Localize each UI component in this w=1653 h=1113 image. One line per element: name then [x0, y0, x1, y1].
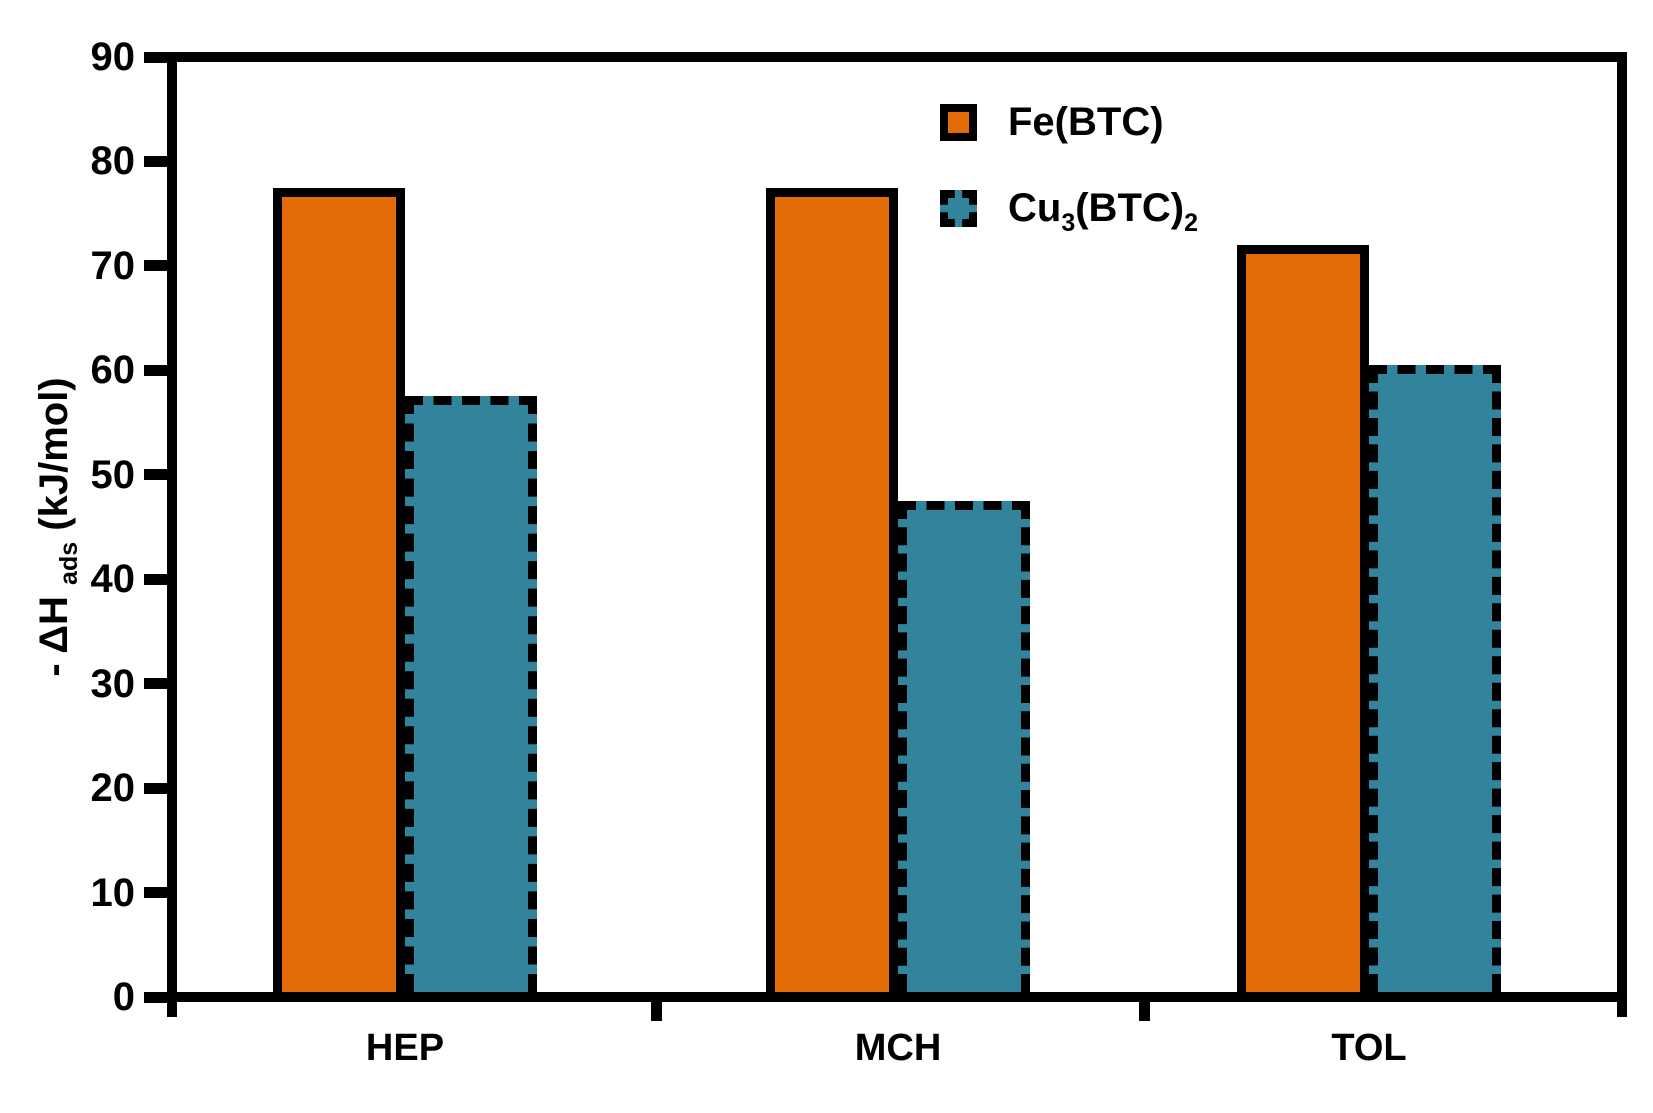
y-axis-tick	[144, 991, 171, 1003]
legend-label-subscript: 3	[1061, 209, 1076, 237]
y-axis-tick	[144, 260, 171, 272]
legend-marker-dashed	[940, 190, 977, 227]
y-axis-tick-label: 10	[90, 870, 136, 915]
x-axis-tick	[650, 1000, 662, 1021]
bar-cu3-btc-2-hep	[405, 396, 537, 992]
y-axis-tick-label: 80	[90, 139, 136, 184]
y-axis-tick-label: 0	[112, 975, 135, 1019]
x-axis-category-label: TOL	[1331, 1027, 1407, 1069]
y-axis-tick	[144, 155, 171, 167]
y-axis-tick-label: 30	[90, 661, 136, 706]
y-axis-tick-label: 60	[90, 348, 136, 393]
legend-marker-solid	[940, 104, 977, 141]
y-axis-tick-label: 40	[90, 557, 136, 602]
y-axis-tick	[144, 573, 171, 585]
legend-label-text: Fe(BTC)	[1008, 100, 1164, 144]
bar-cu3-btc-2-tol	[1369, 365, 1501, 992]
y-axis-tick	[144, 782, 171, 794]
y-axis-tick	[144, 469, 171, 481]
y-axis-tick-label: 90	[90, 35, 136, 79]
bar-fe-btc--mch	[766, 187, 898, 992]
legend-label-text: (BTC)	[1075, 186, 1185, 230]
y-axis-tick	[144, 364, 171, 376]
bar-cu3-btc-2-mch	[898, 500, 1030, 992]
bar-fe-btc--tol	[1237, 245, 1369, 992]
legend-label-text: Cu	[1008, 186, 1062, 230]
bar-fe-btc--hep	[273, 187, 405, 992]
x-axis-end-tick	[167, 1000, 177, 1017]
y-axis-tick-label: 50	[90, 452, 136, 497]
x-axis-end-tick	[1617, 1000, 1627, 1017]
x-axis-category-label: HEP	[365, 1027, 445, 1069]
y-axis-tick	[144, 678, 171, 690]
legend-label: Fe(BTC)	[1008, 99, 1164, 145]
x-axis-category-label: MCH	[854, 1027, 942, 1069]
legend-label-subscript: 2	[1184, 209, 1198, 237]
y-axis-tick	[144, 51, 171, 63]
legend-label: Cu3(BTC)2	[1008, 185, 1198, 237]
y-axis-tick-label: 70	[90, 243, 136, 288]
y-axis-tick	[144, 887, 171, 899]
y-axis-tick-label: 20	[90, 766, 136, 811]
x-axis-tick	[1138, 1000, 1150, 1021]
